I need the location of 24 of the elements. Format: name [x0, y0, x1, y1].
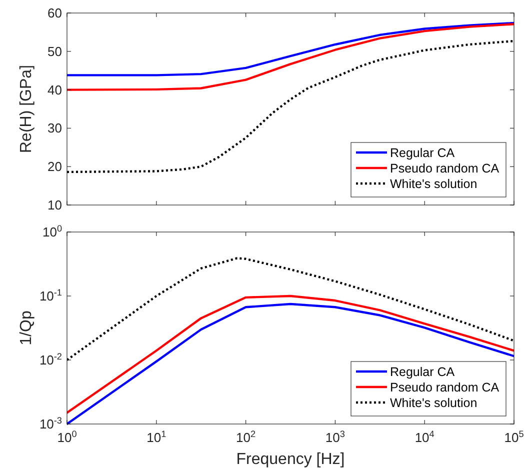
y-tick-label: 40	[48, 82, 62, 98]
y-tick-label: 10$^{0}$	[42, 224, 62, 240]
y-axis-title: 1/Qp	[18, 310, 35, 346]
x-tick-label: 10$^{5}$	[504, 429, 524, 445]
y-tick-label: 10$^{-1}$	[39, 288, 62, 304]
x-tick-label: 10$^{3}$	[325, 429, 345, 445]
legend-label: Pseudo random CA	[390, 162, 500, 176]
legend-label: White's solution	[390, 396, 478, 410]
y-tick-label: 30	[48, 120, 62, 136]
y-tick-label: 10	[48, 198, 62, 212]
y-tick-label: 60	[48, 6, 62, 20]
y-tick-label: 10$^{-3}$	[39, 416, 62, 432]
legend-label: Regular CA	[390, 146, 456, 160]
legend-label: Pseudo random CA	[390, 380, 500, 394]
x-tick-label: 10$^{4}$	[414, 429, 434, 445]
y-tick-label: 10$^{-2}$	[39, 352, 62, 368]
y-axis-title: Re(H) [GPa]	[18, 64, 35, 154]
y-tick-label: 20	[48, 159, 62, 174]
x-tick-label: 10$^{2}$	[236, 429, 256, 445]
legend-label: Regular CA	[390, 365, 456, 379]
x-tick-label: 10$^{1}$	[146, 429, 166, 445]
x-axis-title: Frequency [Hz]	[236, 451, 345, 468]
y-tick-label: 50	[48, 44, 62, 59]
legend-label: White's solution	[390, 177, 478, 191]
